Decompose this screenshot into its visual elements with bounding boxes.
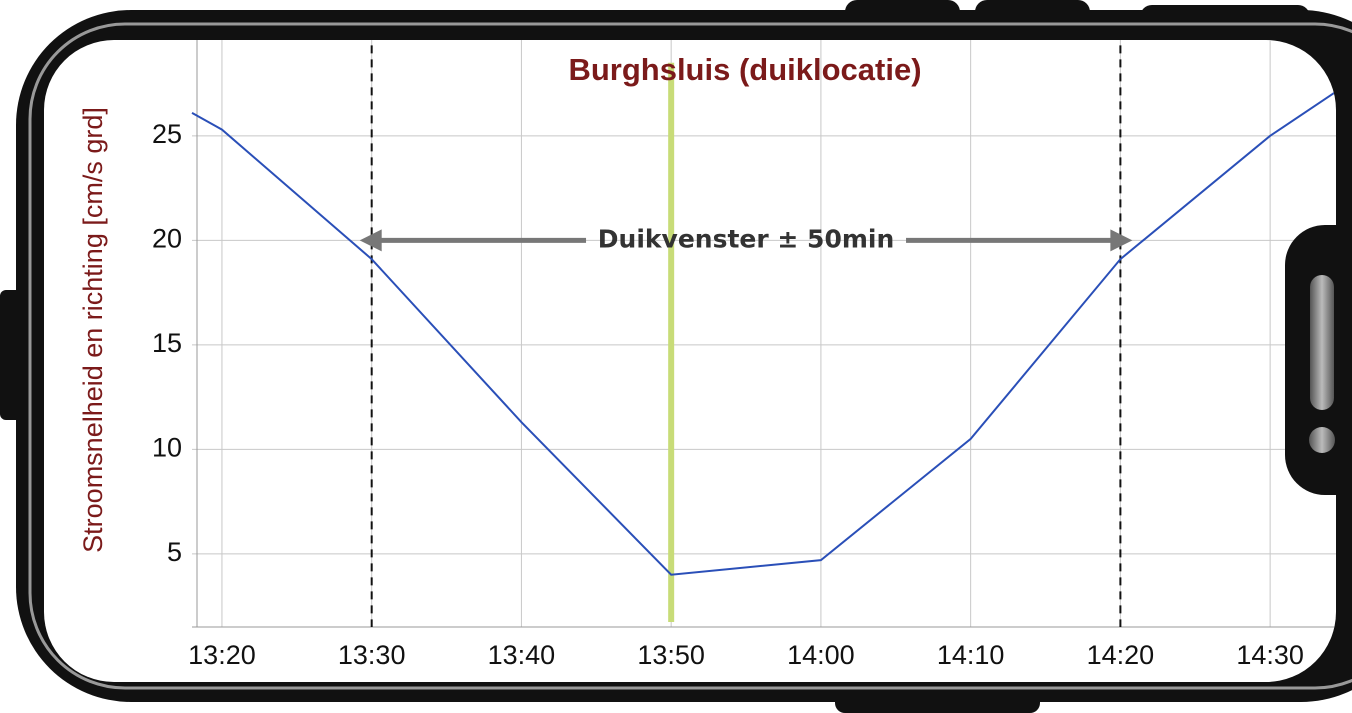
camera — [1309, 427, 1335, 453]
x-tick-label: 14:20 — [1087, 640, 1155, 670]
chart: 5 10 15 20 25 30 13:20 13:30 13:40 13:50 14:00 14:1… — [78, 14, 1336, 670]
x-tick-label: 14:30 — [1236, 640, 1304, 670]
y-tick-label: 10 — [152, 432, 182, 462]
y-tick-label: 30 — [152, 14, 182, 44]
x-tick-label: 13:30 — [338, 640, 406, 670]
arrow-head — [1110, 229, 1133, 252]
y-tick-label: 25 — [152, 119, 182, 149]
chart-title: Burghsluis (duiklocatie) — [568, 52, 921, 87]
window-label: Duikvenster ± 50min — [598, 224, 894, 253]
y-tick-label: 15 — [152, 328, 182, 358]
screen — [44, 40, 1336, 682]
x-tick-label: 13:20 — [188, 640, 256, 670]
x-tick-label: 14:10 — [937, 640, 1005, 670]
x-tick-label: 13:40 — [488, 640, 556, 670]
y-axis-label: Stroomsnelheid en richting [cm/s grd] — [78, 107, 108, 553]
y-tick-label: 20 — [152, 223, 182, 253]
data-line — [191, 84, 1336, 576]
y-tick-label: 5 — [167, 537, 182, 567]
speaker — [1310, 275, 1334, 410]
x-tick-label: 14:00 — [787, 640, 855, 670]
phone-ring — [28, 22, 1352, 690]
arrow-head — [359, 229, 382, 252]
x-tick-label: 13:50 — [637, 640, 705, 670]
